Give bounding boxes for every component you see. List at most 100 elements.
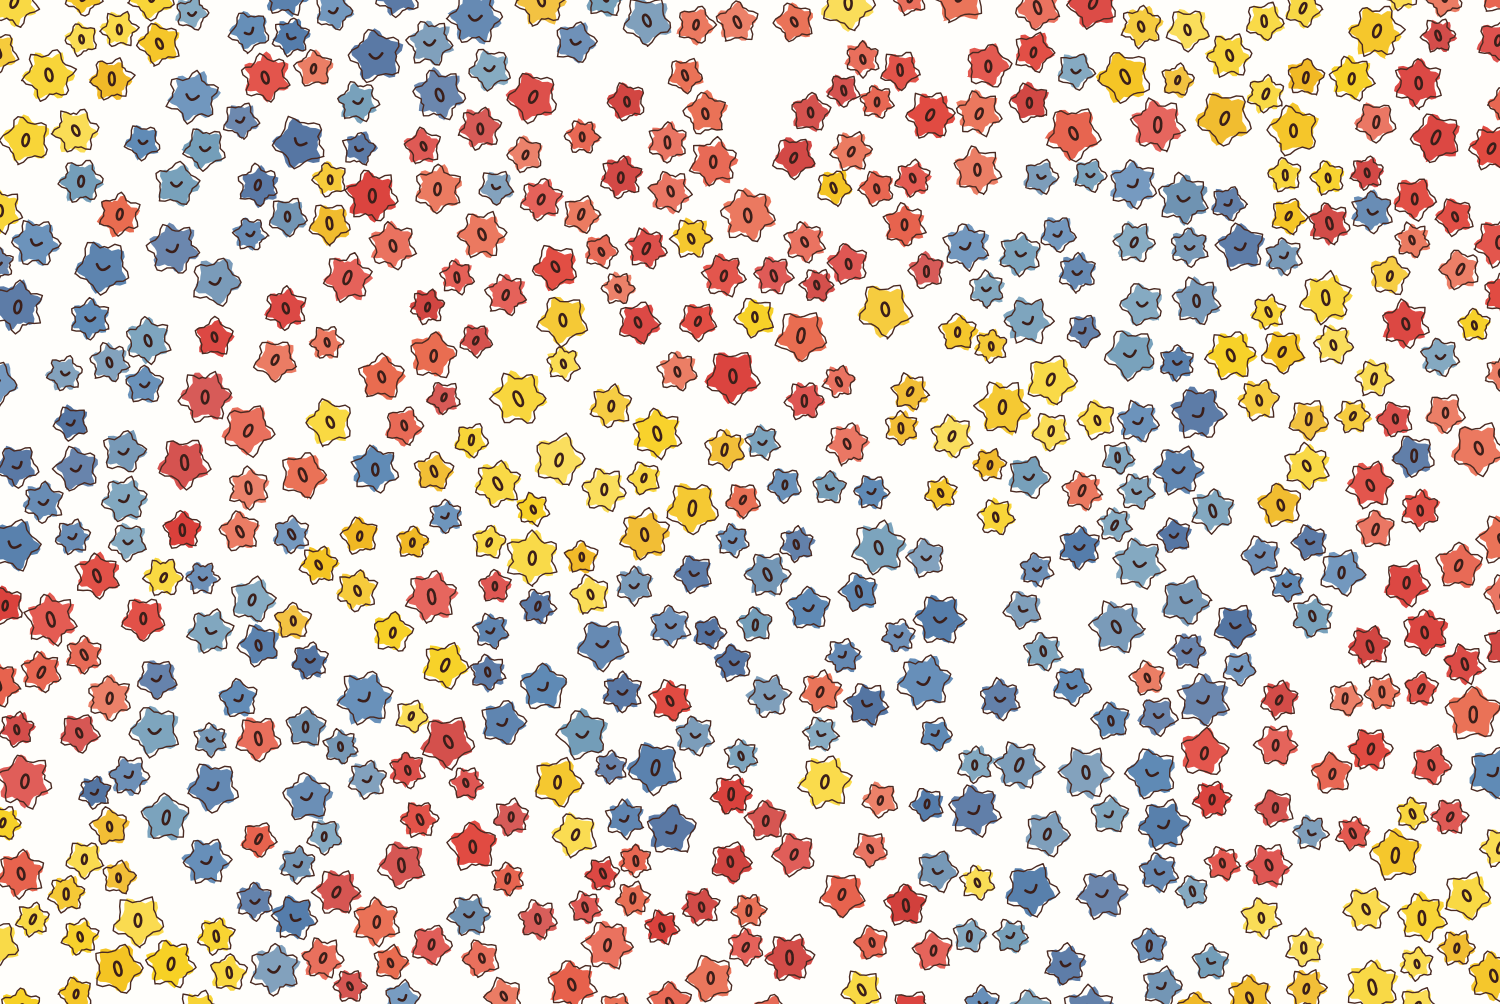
flower-outline [469, 653, 507, 691]
flower-outline [519, 177, 563, 222]
flower-outline [376, 843, 426, 890]
flower-outline [20, 49, 78, 102]
yellow-flower [972, 447, 1008, 482]
flower-center [1031, 566, 1043, 573]
blue-flower [350, 444, 400, 494]
flower-wash [1157, 519, 1192, 552]
flower-center [179, 453, 190, 471]
flower-center [1371, 23, 1383, 39]
red-flower [65, 634, 102, 675]
flower-wash [586, 0, 623, 17]
flower-wash [965, 986, 1000, 1004]
flower-outline [908, 788, 944, 822]
blue-flower [222, 102, 261, 140]
yellow-flower [0, 34, 20, 74]
flower-center [737, 750, 745, 762]
flower-outline [1382, 298, 1430, 349]
blue-flower [1052, 668, 1093, 708]
flower-outline [1288, 400, 1330, 442]
flower-center [991, 511, 1000, 523]
flower-outline [506, 136, 542, 174]
flower-wash [1401, 891, 1445, 942]
flower-center [357, 691, 371, 703]
flower-wash [221, 407, 272, 456]
yellow-flower [534, 756, 585, 808]
flower-center [161, 809, 171, 826]
flower-center [789, 848, 799, 861]
yellow-flower [1076, 399, 1115, 441]
flower-wash [1267, 158, 1301, 191]
blue-flower [429, 498, 462, 535]
yellow-flower [551, 811, 597, 859]
red-flower [568, 890, 603, 925]
yellow-flower [64, 21, 97, 58]
flower-outline [644, 909, 681, 946]
flower-center [1143, 672, 1152, 684]
yellow-flower [1165, 9, 1210, 53]
flower-center [9, 0, 20, 9]
flower-outline [1444, 685, 1500, 740]
flower-outline [1138, 852, 1180, 893]
flower-outline [798, 268, 835, 301]
flower-wash [650, 605, 689, 647]
flower-outline [1355, 509, 1395, 548]
flower-outline [1112, 537, 1167, 590]
flower-center [1114, 451, 1122, 464]
flower-center [1445, 811, 1455, 823]
blue-flower [1087, 600, 1146, 655]
yellow-flower [817, 170, 853, 208]
flower-center [706, 971, 715, 985]
flower-outline [764, 933, 816, 982]
flower-outline [728, 927, 764, 968]
red-flower [680, 887, 721, 927]
flower-outline [1394, 178, 1438, 222]
flower-center [900, 218, 909, 232]
blue-flower [1176, 672, 1231, 727]
flower-outline [896, 654, 952, 711]
flower-center [91, 568, 102, 584]
red-flower [1444, 685, 1500, 740]
flower-outline [1061, 470, 1104, 511]
flower-outline [715, 0, 759, 42]
red-flower [584, 234, 619, 270]
flower-outline [484, 273, 528, 317]
red-flower [403, 126, 441, 165]
flower-center [908, 172, 917, 184]
flower-center [1087, 0, 1099, 10]
flower-center [485, 537, 494, 548]
flower-center [1430, 129, 1442, 146]
flower-outline [976, 499, 1016, 536]
flower-outline [1008, 82, 1048, 124]
blue-flower [193, 722, 227, 759]
flower-outline [825, 422, 869, 467]
flower-outline [812, 470, 848, 504]
flower-center [916, 676, 931, 686]
flower-center [959, 241, 972, 251]
flower-center [1171, 466, 1186, 475]
red-flower [1425, 394, 1466, 435]
red-flower [194, 315, 235, 358]
flower-center [1308, 609, 1317, 623]
flower-outline [271, 115, 325, 170]
flower-center [974, 107, 985, 121]
flower-wash [55, 446, 98, 490]
flower-outline [375, 0, 419, 19]
flower-outline [1404, 670, 1440, 705]
yellow-flower [536, 296, 589, 348]
flower-outline [1328, 55, 1376, 102]
flower-center [105, 820, 114, 833]
red-flower [448, 767, 485, 801]
flower-center [1039, 645, 1048, 658]
flower-outline [1003, 298, 1055, 345]
flower-center [1348, 411, 1357, 422]
flower-outline [821, 364, 856, 399]
blue-flower [1116, 399, 1160, 443]
flower-center [1264, 306, 1273, 318]
flower-wash [175, 0, 208, 29]
flower-outline [181, 989, 216, 1004]
flower-outline [520, 662, 567, 710]
flower-wash [271, 894, 316, 940]
flower-outline [415, 163, 461, 215]
flower-outline [1171, 389, 1228, 439]
red-flower [818, 874, 866, 919]
